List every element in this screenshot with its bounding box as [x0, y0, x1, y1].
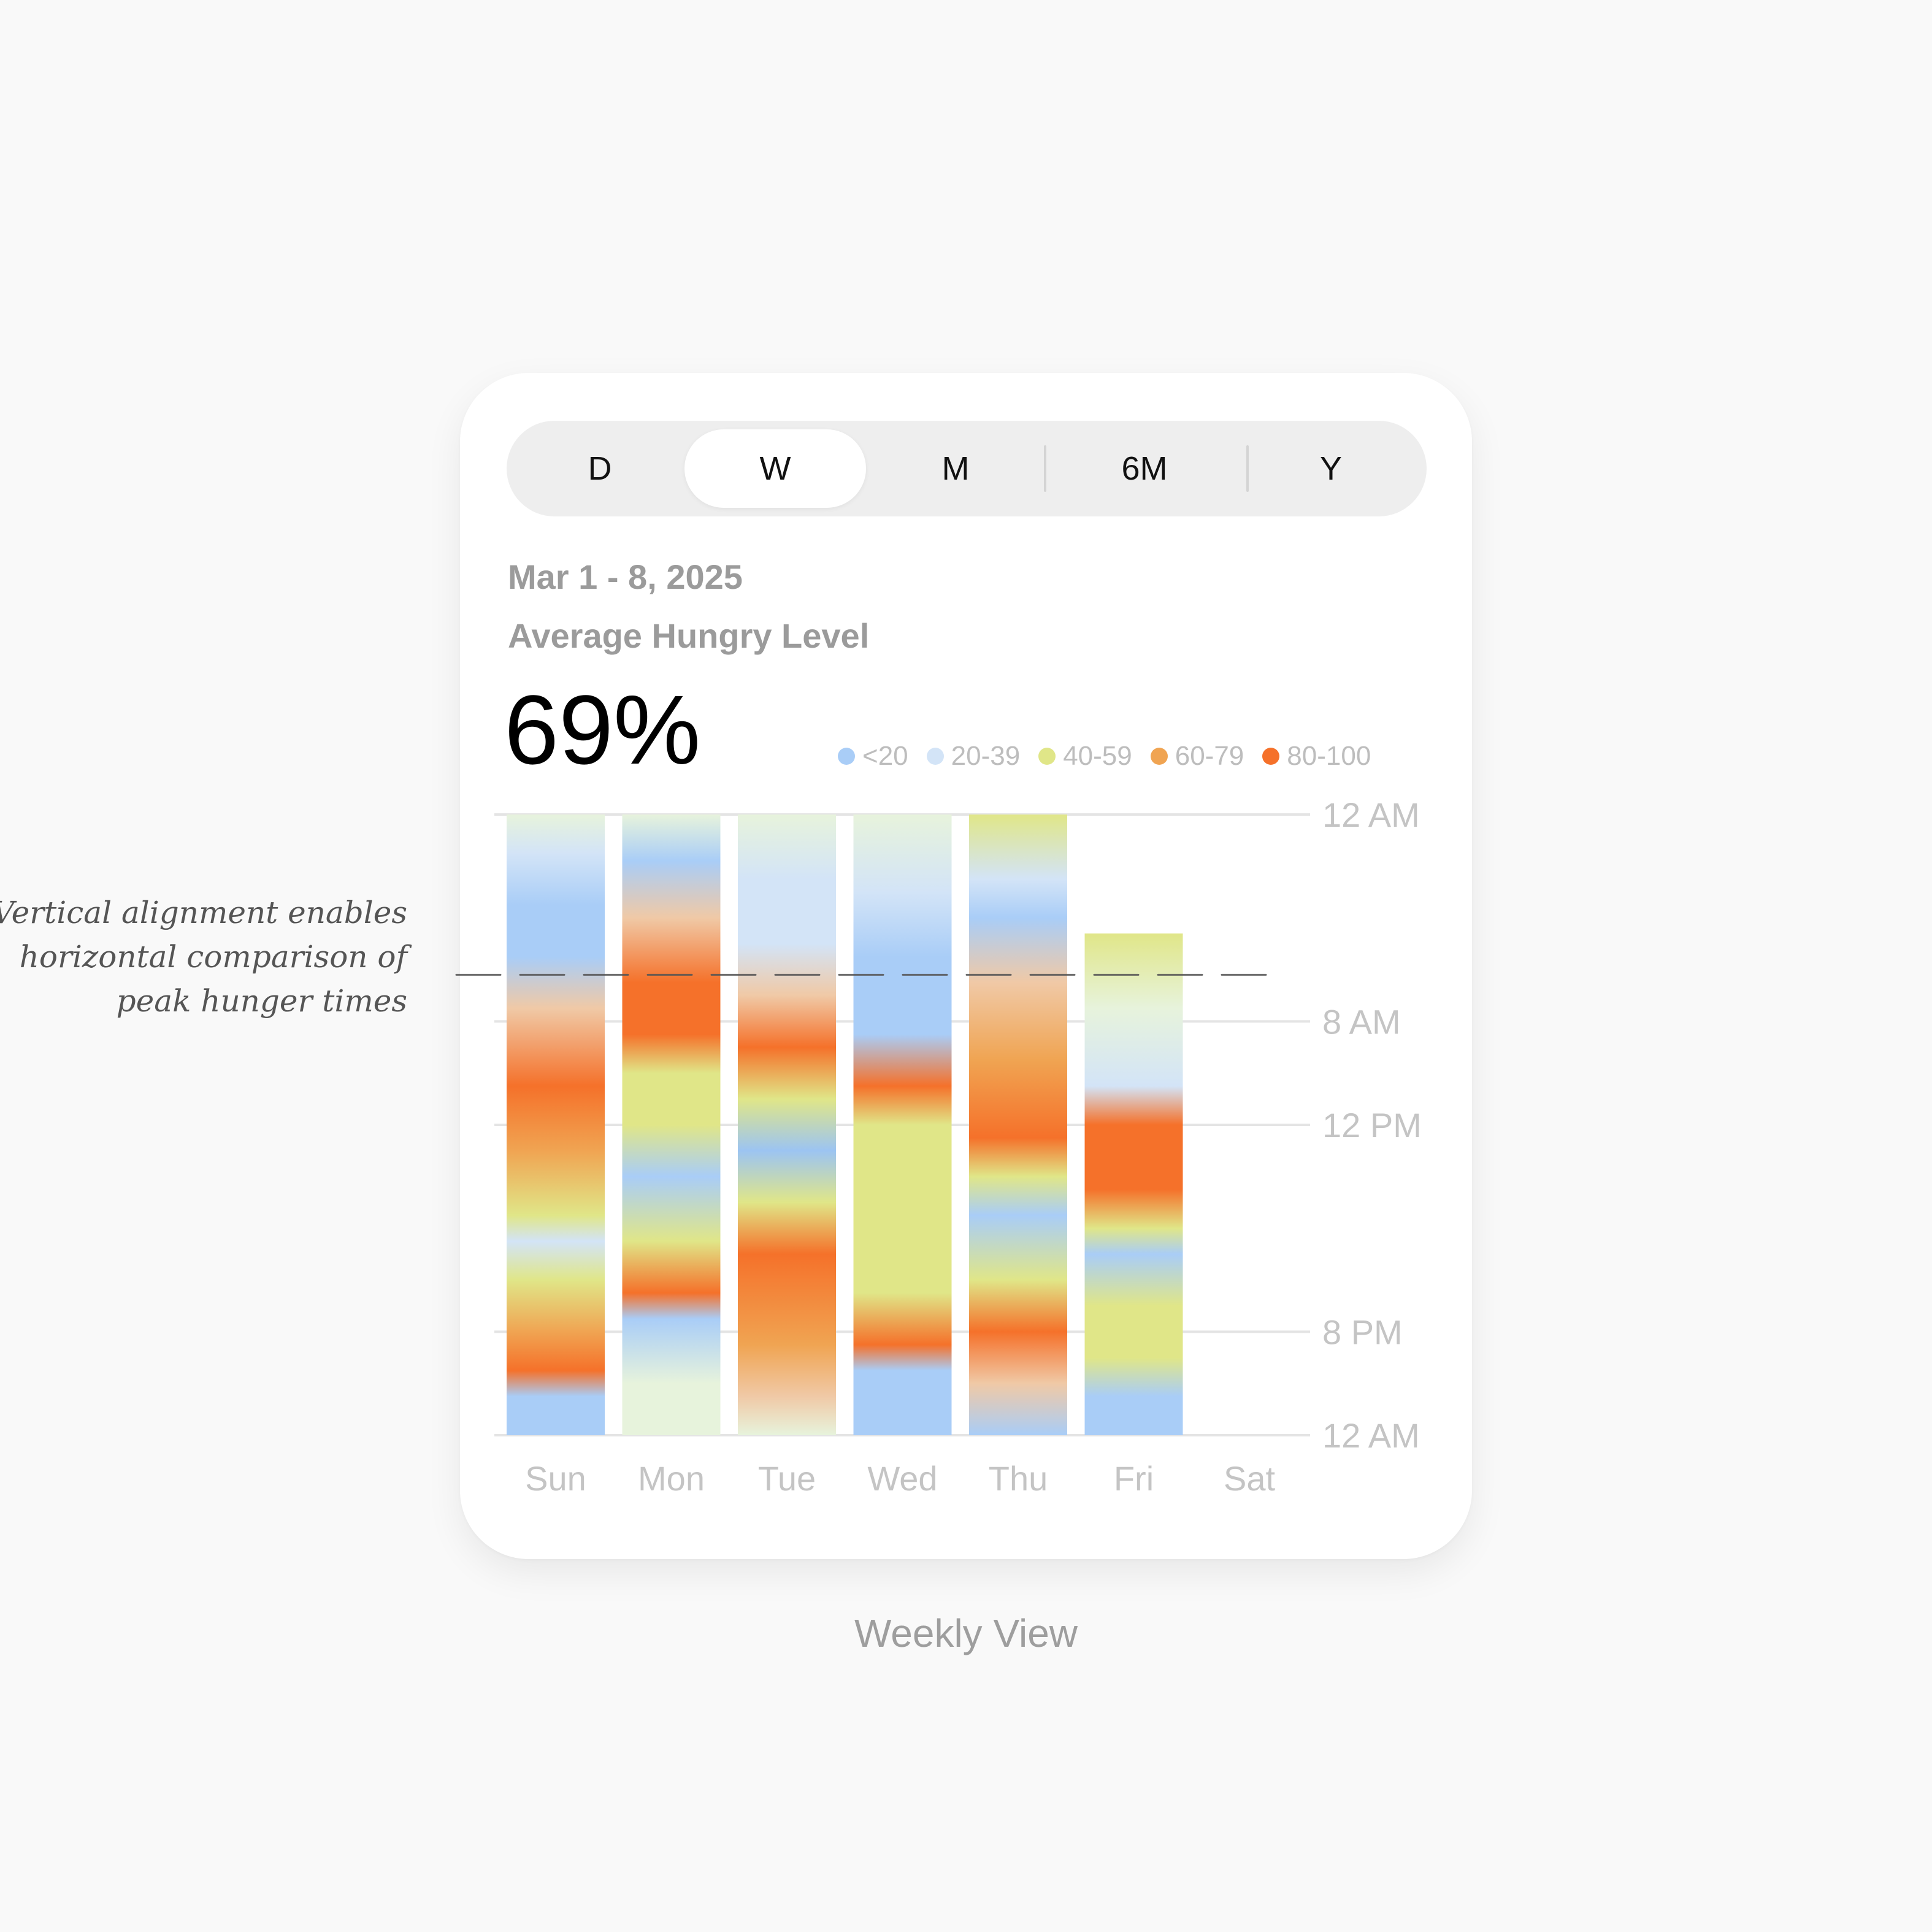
day-column-mon [622, 815, 721, 1435]
selected-tab-indicator [684, 429, 866, 508]
tab-week[interactable]: W [759, 450, 791, 487]
x-tick-label: Wed [867, 1459, 937, 1498]
y-tick-label: 12 AM [1322, 795, 1420, 834]
day-column-thu [969, 815, 1067, 1435]
legend-label: 80-100 [1287, 741, 1371, 771]
legend-swatch [926, 748, 944, 765]
average-value: 69% [504, 675, 701, 784]
tab-divider [1044, 445, 1046, 492]
legend-item: <20 [838, 741, 908, 772]
legend-swatch [1038, 748, 1056, 765]
x-tick-label: Mon [638, 1459, 705, 1498]
legend-item: 40-59 [1038, 741, 1132, 772]
legend-item: 60-79 [1150, 741, 1244, 772]
chart-legend: <20 20-39 40-59 60-79 80-100 [838, 741, 1371, 772]
legend-label: 40-59 [1063, 741, 1132, 771]
x-tick-label: Fri [1114, 1459, 1154, 1498]
day-column-fri [1084, 933, 1183, 1435]
annotation-line: peak hunger times [116, 983, 407, 1019]
tab-six-months[interactable]: 6M [1121, 450, 1168, 487]
metric-title: Average Hungry Level [508, 616, 870, 655]
legend-label: 20-39 [951, 741, 1021, 771]
tab-month[interactable]: M [941, 450, 970, 487]
legend-item: 20-39 [926, 741, 1021, 772]
legend-label: 60-79 [1175, 741, 1244, 771]
legend-label: <20 [862, 741, 908, 771]
time-range-selector: D W M 6M Y [507, 421, 1427, 516]
x-tick-label: Sun [525, 1459, 586, 1498]
day-column-sun [507, 815, 605, 1435]
y-tick-label: 12 AM [1322, 1416, 1420, 1455]
y-tick-label: 8 PM [1322, 1313, 1403, 1351]
legend-swatch [1262, 748, 1280, 765]
legend-swatch [838, 748, 855, 765]
y-tick-label: 12 PM [1322, 1106, 1422, 1144]
legend-swatch [1150, 748, 1168, 765]
day-column-wed [853, 815, 952, 1435]
x-tick-label: Sat [1224, 1459, 1275, 1498]
legend-item: 80-100 [1262, 741, 1371, 772]
tab-day[interactable]: D [588, 450, 612, 487]
x-tick-label: Tue [758, 1459, 816, 1498]
day-column-tue [738, 815, 836, 1435]
figure-caption: Weekly View [854, 1611, 1078, 1655]
tab-year[interactable]: Y [1319, 450, 1343, 487]
tab-divider [1246, 445, 1249, 492]
y-tick-label: 8 AM [1322, 1002, 1401, 1041]
x-tick-label: Thu [989, 1459, 1048, 1498]
annotation-note: Vertical alignment enables horizontal co… [0, 891, 407, 1023]
annotation-line: horizontal comparison of [19, 939, 407, 975]
date-range: Mar 1 - 8, 2025 [508, 558, 743, 596]
annotation-line: Vertical alignment enables [0, 895, 407, 930]
